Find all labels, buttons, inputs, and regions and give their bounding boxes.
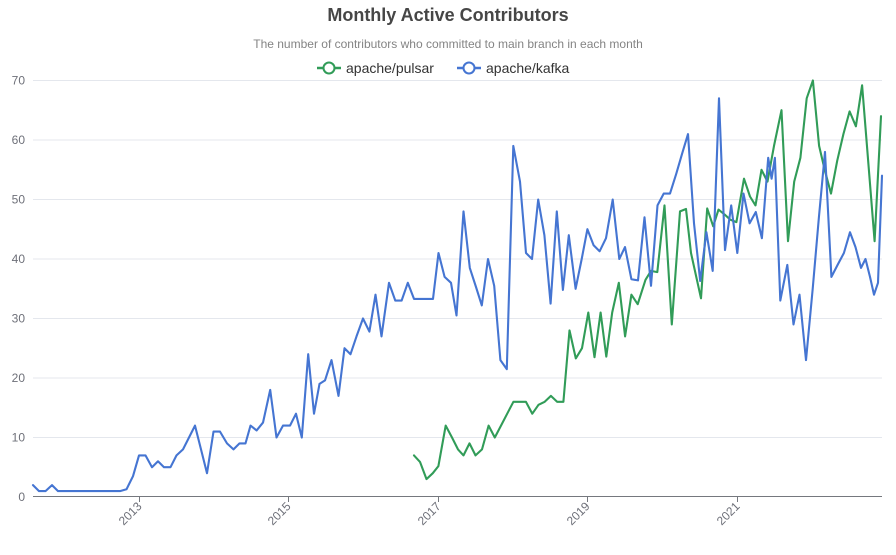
svg-text:60: 60: [12, 133, 26, 147]
svg-text:0: 0: [18, 490, 25, 504]
svg-text:Monthly Active Contributors: Monthly Active Contributors: [327, 5, 568, 25]
svg-text:20: 20: [12, 371, 26, 385]
svg-text:30: 30: [12, 312, 26, 326]
svg-text:apache/kafka: apache/kafka: [486, 60, 569, 76]
svg-text:40: 40: [12, 252, 26, 266]
svg-text:70: 70: [12, 74, 26, 88]
svg-text:50: 50: [12, 193, 26, 207]
svg-text:The number of contributors who: The number of contributors who committed…: [253, 37, 643, 51]
svg-text:apache/pulsar: apache/pulsar: [346, 60, 434, 76]
svg-text:10: 10: [12, 431, 26, 445]
